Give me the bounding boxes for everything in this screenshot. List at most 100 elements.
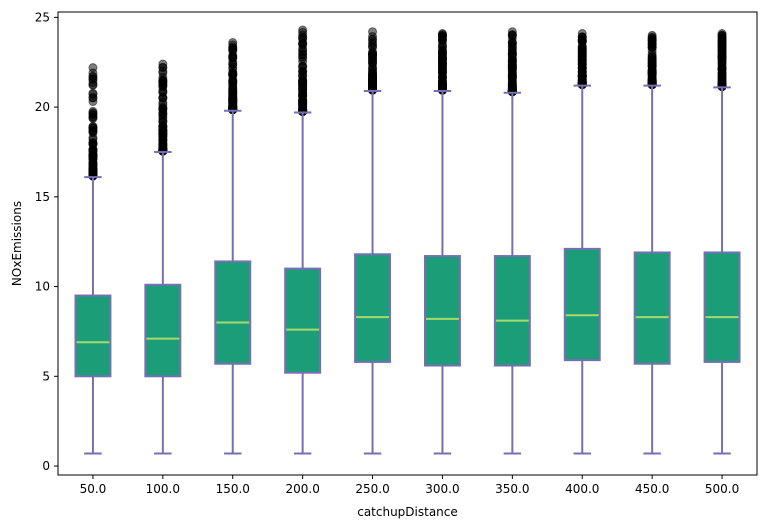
- flier-point: [88, 121, 98, 131]
- flier-point: [228, 62, 238, 72]
- flier-point: [158, 59, 168, 69]
- y-axis-label: NOxEmissions: [10, 201, 24, 286]
- y-tick-label: 15: [35, 190, 50, 204]
- box-group-100.0: [144, 59, 182, 455]
- fliers-400.0: [577, 29, 587, 90]
- flier-point: [577, 29, 587, 39]
- x-axis-label: catchupDistance: [357, 505, 458, 519]
- y-tick-label: 25: [35, 10, 50, 24]
- flier-point: [647, 43, 657, 53]
- flier-point: [158, 104, 168, 114]
- box-250.0: [354, 253, 392, 363]
- box-group-500.0: [703, 29, 741, 455]
- fliers-150.0: [228, 38, 238, 115]
- flier-point: [577, 69, 587, 79]
- box-50.0: [74, 294, 112, 378]
- x-tick-label: 450.0: [635, 482, 669, 496]
- flier-point: [228, 98, 238, 108]
- fliers-500.0: [717, 29, 727, 91]
- flier-point: [647, 53, 657, 63]
- flier-point: [158, 93, 168, 103]
- flier-point: [437, 65, 447, 75]
- flier-point: [88, 80, 98, 90]
- box-400.0: [563, 247, 601, 362]
- flier-point: [298, 25, 308, 35]
- flier-point: [437, 29, 447, 39]
- box-group-350.0: [493, 27, 531, 455]
- flier-point: [88, 93, 98, 103]
- flier-point: [368, 62, 378, 72]
- flier-point: [158, 75, 168, 85]
- y-tick-label: 20: [35, 100, 50, 114]
- flier-point: [577, 60, 587, 70]
- axes-layer: 0 5 10 15 20 25 50.0 100.0 150.0 200.0 250.0 300.0 3…: [35, 10, 758, 496]
- x-tick-label: 300.0: [425, 482, 459, 496]
- flier-point: [647, 71, 657, 81]
- flier-point: [88, 164, 98, 174]
- flier-point: [88, 63, 98, 73]
- x-tick-label: 250.0: [355, 482, 389, 496]
- flier-point: [158, 121, 168, 131]
- flier-point: [507, 27, 517, 37]
- flier-point: [717, 53, 727, 63]
- box-group-300.0: [423, 29, 461, 455]
- box-300.0: [423, 255, 461, 367]
- y-tick-label: 0: [42, 459, 50, 473]
- box-450.0: [633, 251, 671, 365]
- flier-point: [298, 67, 308, 77]
- fliers-450.0: [647, 30, 657, 90]
- x-tick-label: 350.0: [495, 482, 529, 496]
- flier-point: [368, 27, 378, 37]
- flier-point: [647, 30, 657, 40]
- flier-point: [507, 52, 517, 62]
- y-tick-label: 5: [42, 369, 50, 383]
- flier-point: [717, 64, 727, 74]
- x-tick-label: 500.0: [705, 482, 739, 496]
- flier-point: [88, 113, 98, 123]
- flier-point: [298, 78, 308, 88]
- flier-point: [577, 45, 587, 55]
- flier-point: [88, 72, 98, 82]
- y-tick-label: 10: [35, 280, 50, 294]
- flier-point: [577, 53, 587, 63]
- fliers-200.0: [298, 25, 308, 117]
- fliers-350.0: [507, 27, 517, 97]
- box-group-50.0: [74, 63, 112, 455]
- flier-point: [228, 70, 238, 80]
- box-500.0: [703, 251, 741, 363]
- box-group-400.0: [563, 29, 601, 455]
- box-group-450.0: [633, 30, 671, 455]
- fliers-100.0: [158, 59, 168, 156]
- box-group-200.0: [284, 25, 322, 455]
- flier-point: [88, 139, 98, 149]
- x-tick-label: 150.0: [216, 482, 250, 496]
- flier-point: [228, 38, 238, 48]
- flier-point: [368, 70, 378, 80]
- flier-point: [298, 35, 308, 45]
- box-group-250.0: [354, 27, 392, 455]
- x-tick-label: 200.0: [285, 482, 319, 496]
- fliers-50.0: [88, 63, 98, 181]
- fliers-300.0: [437, 29, 447, 95]
- box-group-150.0: [214, 38, 252, 455]
- x-tick-label: 100.0: [146, 482, 180, 496]
- flier-point: [437, 51, 447, 61]
- flier-point: [368, 49, 378, 59]
- box-100.0: [144, 283, 182, 378]
- flier-point: [507, 71, 517, 81]
- box-150.0: [214, 260, 252, 365]
- flier-point: [298, 49, 308, 59]
- axes-frame: [57, 11, 758, 476]
- flier-point: [717, 29, 727, 39]
- box-200.0: [284, 267, 322, 374]
- boxes-layer: [74, 25, 741, 455]
- x-tick-label: 400.0: [565, 482, 599, 496]
- flier-point: [437, 82, 447, 92]
- fliers-250.0: [368, 27, 378, 95]
- flier-point: [507, 39, 517, 49]
- flier-point: [228, 82, 238, 92]
- x-tick-label: 50.0: [80, 482, 107, 496]
- box-350.0: [493, 255, 531, 367]
- flier-point: [88, 155, 98, 165]
